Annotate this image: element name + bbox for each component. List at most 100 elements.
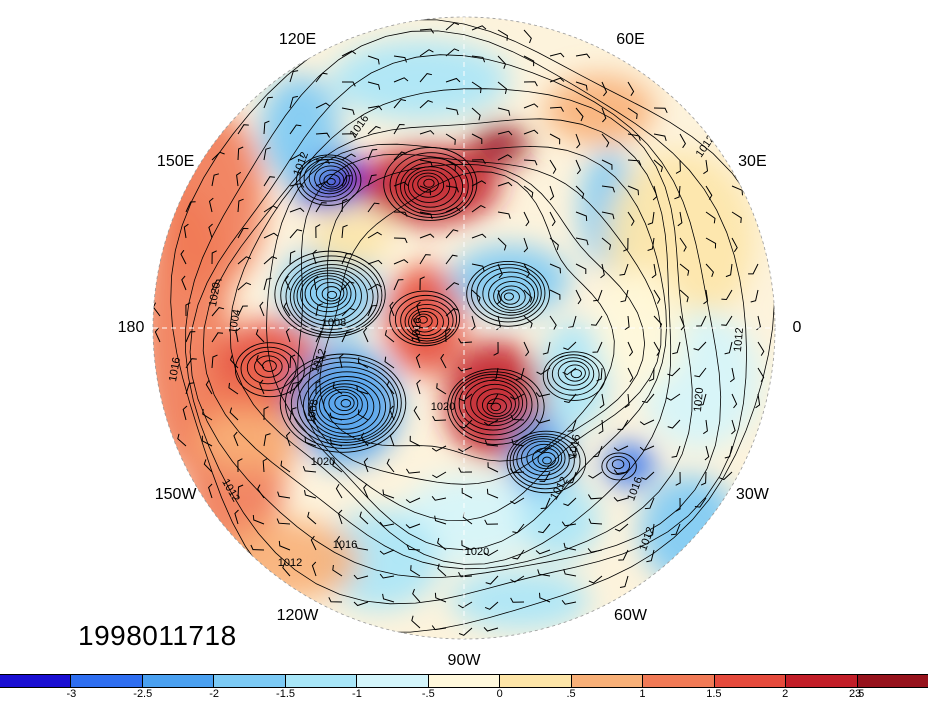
wind-barb — [419, 185, 431, 196]
wind-barb — [486, 488, 499, 499]
lon-label-60e: 60E — [616, 30, 645, 48]
wind-barb — [201, 435, 213, 447]
contour-line — [546, 354, 600, 396]
contour-line — [450, 371, 539, 441]
wind-barb — [263, 176, 275, 187]
wind-barb — [542, 341, 551, 355]
wind-barb — [516, 367, 525, 380]
wind-barb — [432, 415, 447, 422]
wind-barb — [483, 627, 499, 632]
wind-barb — [437, 563, 447, 577]
wind-barb — [237, 305, 248, 317]
wind-barb — [750, 289, 759, 303]
wind-barb — [704, 445, 710, 461]
wind-barb — [237, 198, 244, 213]
wind-barb — [653, 341, 661, 356]
contour-line — [280, 255, 383, 336]
contour-line — [557, 360, 590, 386]
contour-line — [408, 307, 444, 337]
contour-line — [464, 379, 524, 427]
wind-barb — [512, 523, 525, 534]
contour-line — [254, 355, 283, 378]
wind-barb — [653, 289, 661, 304]
contour-line — [466, 261, 550, 327]
wind-barb — [471, 55, 486, 63]
contour-line — [418, 315, 428, 324]
wind-barb — [679, 237, 687, 252]
wind-barb — [540, 497, 551, 509]
wind-barb — [393, 55, 407, 63]
contour-line — [266, 143, 667, 551]
wind-barb — [289, 70, 299, 83]
wind-barb — [332, 564, 343, 577]
wind-barb — [757, 341, 765, 356]
wind-barb — [575, 107, 584, 122]
wind-barb — [419, 254, 431, 265]
contour-line — [315, 383, 375, 430]
wind-barb — [510, 393, 525, 400]
wind-barb — [211, 354, 218, 369]
wind-barb — [384, 330, 395, 343]
wind-barb — [512, 549, 525, 560]
contour-line — [323, 173, 341, 188]
wind-barb — [535, 419, 551, 424]
lon-label-150e: 150E — [156, 152, 195, 170]
wind-barb — [289, 154, 305, 161]
wind-barb — [721, 289, 733, 301]
wind-barb — [458, 572, 473, 578]
wind-barb — [367, 259, 383, 265]
wind-barb — [419, 276, 425, 291]
wind-barb — [382, 489, 395, 499]
contour-line — [411, 311, 439, 333]
wind-barb — [185, 331, 196, 343]
contour-line — [326, 178, 336, 186]
wind-barb — [485, 575, 499, 585]
wind-barb — [535, 549, 551, 555]
wind-barb — [623, 237, 629, 252]
wind-barb — [587, 494, 603, 500]
wind-barb — [307, 511, 317, 525]
wind-barb — [203, 459, 213, 473]
wind-barb — [315, 380, 321, 395]
anomaly-patch — [470, 125, 530, 165]
wind-barb — [588, 575, 603, 584]
wind-barb — [575, 289, 582, 305]
wind-barb — [567, 419, 577, 432]
wind-barb — [627, 107, 638, 120]
lon-label-120w: 120W — [276, 607, 319, 625]
contour-value-label: 1020 — [465, 546, 489, 558]
wind-barb — [205, 380, 213, 395]
wind-barb — [652, 185, 658, 201]
wind-barb — [315, 202, 327, 213]
colorbar-swatch — [571, 675, 644, 687]
wind-barb — [549, 52, 565, 58]
wind-barb — [679, 289, 689, 303]
wind-barb — [315, 159, 330, 165]
contour-line — [202, 88, 693, 570]
wind-barb — [353, 574, 369, 580]
wind-barb — [276, 518, 291, 525]
colorbar-swatch — [285, 675, 358, 687]
wind-barb — [211, 332, 224, 343]
contour-line — [315, 281, 345, 305]
wind-barb — [588, 518, 603, 525]
wind-barb — [620, 289, 629, 303]
wind-barb — [563, 542, 577, 551]
wind-barb — [235, 327, 241, 343]
wind-barb — [568, 315, 577, 328]
wind-barb — [341, 253, 352, 265]
wind-barb — [211, 279, 222, 291]
wind-barb — [341, 331, 352, 343]
contour-line — [229, 118, 672, 565]
wind-barb — [703, 419, 708, 435]
contour-line — [470, 263, 546, 323]
anomaly-patch — [320, 510, 440, 610]
wind-barb — [491, 367, 499, 381]
contour-line — [300, 272, 357, 317]
contour-line — [454, 373, 533, 436]
wind-barb — [641, 393, 655, 404]
anomaly-patch — [520, 480, 600, 560]
wind-barb — [277, 491, 291, 499]
contour-line — [340, 399, 352, 408]
wind-barb — [341, 133, 356, 139]
